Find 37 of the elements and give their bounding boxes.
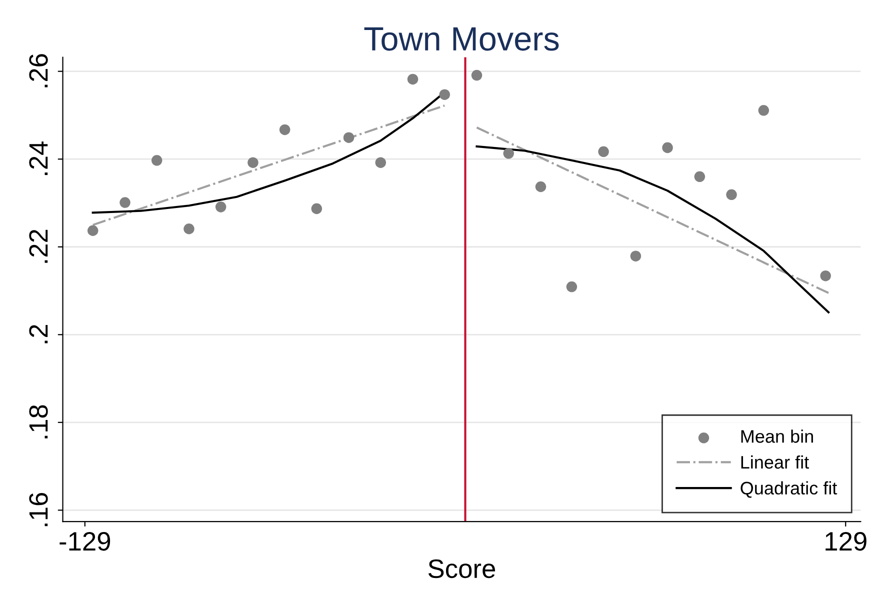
- point: [471, 70, 482, 81]
- y-tick-label: .24: [29, 142, 48, 176]
- point: [215, 202, 226, 212]
- point: [439, 89, 450, 100]
- line-series: [476, 145, 830, 314]
- legend-label: Linear fit: [741, 455, 809, 469]
- y-tick-label: .18: [29, 405, 48, 438]
- y-tick-label: .2: [29, 324, 48, 344]
- point: [87, 225, 98, 236]
- y-tick-label: .26: [29, 54, 48, 88]
- point: [343, 132, 354, 143]
- point: [726, 189, 737, 200]
- legend-label: Mean bin: [741, 430, 813, 443]
- point: [503, 148, 514, 159]
- point: [407, 74, 418, 85]
- legend-label: Quadratic fit: [740, 481, 838, 498]
- point: [820, 270, 831, 282]
- x-axis-title: Score: [428, 559, 496, 578]
- x-tick-label: -129: [60, 532, 110, 551]
- point: [598, 146, 609, 158]
- point: [566, 281, 578, 292]
- point: [535, 181, 546, 192]
- point: [120, 197, 130, 208]
- y-tick-label: .16: [29, 493, 48, 526]
- point: [694, 171, 706, 182]
- point: [248, 157, 258, 168]
- chart-title: Town Movers: [364, 27, 559, 51]
- point: [630, 250, 642, 262]
- point: [662, 142, 673, 154]
- point: [184, 224, 194, 234]
- point: [279, 124, 290, 136]
- point: [311, 203, 322, 214]
- point: [375, 157, 386, 168]
- x-tick-label: 129: [826, 532, 866, 551]
- point: [758, 105, 770, 116]
- y-tick-label: .22: [29, 230, 48, 263]
- point: [151, 155, 162, 166]
